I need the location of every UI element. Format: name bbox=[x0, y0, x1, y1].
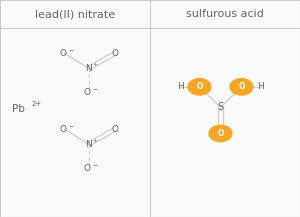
Text: −: − bbox=[92, 162, 98, 168]
Text: O: O bbox=[238, 82, 245, 91]
Text: N: N bbox=[85, 64, 92, 73]
Text: O: O bbox=[112, 49, 119, 58]
Text: +: + bbox=[92, 62, 98, 67]
Circle shape bbox=[230, 79, 253, 95]
Text: 2+: 2+ bbox=[32, 101, 42, 107]
Text: +: + bbox=[92, 138, 98, 143]
Text: H: H bbox=[177, 82, 183, 91]
Text: S: S bbox=[218, 102, 224, 112]
Circle shape bbox=[188, 79, 211, 95]
Text: O: O bbox=[217, 129, 224, 138]
Text: O: O bbox=[59, 49, 67, 58]
Circle shape bbox=[209, 125, 232, 142]
Text: O: O bbox=[196, 82, 203, 91]
Text: −: − bbox=[68, 123, 74, 128]
Text: Pb: Pb bbox=[12, 104, 25, 113]
Text: O: O bbox=[59, 125, 67, 134]
Text: H: H bbox=[258, 82, 264, 91]
Text: −: − bbox=[68, 47, 74, 53]
Text: sulfurous acid: sulfurous acid bbox=[186, 9, 264, 19]
Text: N: N bbox=[85, 140, 92, 149]
Text: O: O bbox=[83, 88, 91, 97]
Text: O: O bbox=[112, 125, 119, 134]
Text: O: O bbox=[83, 164, 91, 173]
Text: −: − bbox=[92, 86, 98, 92]
Text: lead(II) nitrate: lead(II) nitrate bbox=[35, 9, 115, 19]
